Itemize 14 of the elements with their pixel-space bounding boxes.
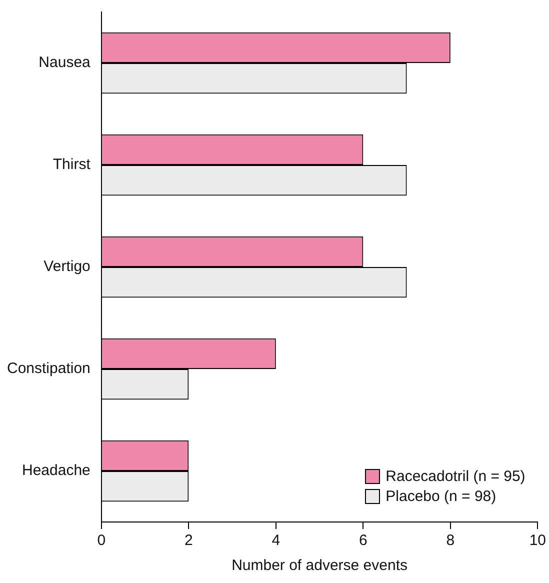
x-tick-label: 6 [358,532,368,550]
x-tick-label: 8 [446,532,455,550]
x-tick-label: 2 [184,532,193,550]
y-tick-label: Nausea [38,54,92,72]
x-tick-label: 4 [272,532,280,550]
y-tick-label: Constipation [6,360,90,378]
x-tick-label: 10 [529,532,546,550]
x-axis-title: Number of adverse events [232,557,408,574]
legend-label: Racecadotril (n = 95) [386,468,526,485]
y-tick-label: Thirst [52,156,92,174]
legend-label: Placebo (n = 98) [386,488,496,505]
y-tick-label: Vertigo [44,258,90,276]
x-tick-label: 0 [97,532,106,550]
y-tick-label: Headache [22,462,90,480]
